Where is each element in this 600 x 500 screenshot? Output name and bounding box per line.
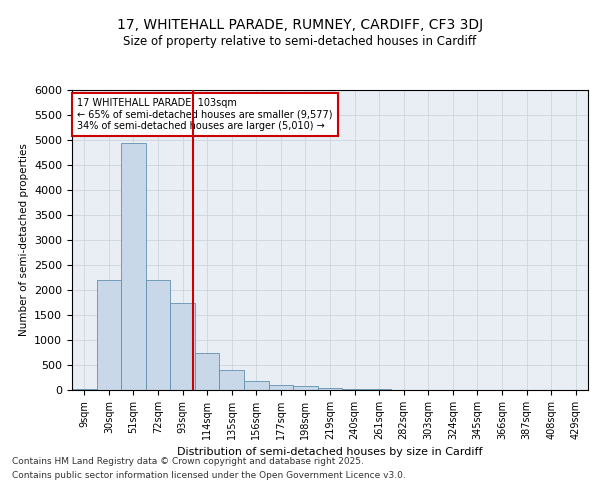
Bar — [244, 380, 269, 390]
Y-axis label: Number of semi-detached properties: Number of semi-detached properties — [19, 144, 29, 336]
Bar — [170, 302, 195, 390]
Text: Contains public sector information licensed under the Open Government Licence v3: Contains public sector information licen… — [12, 471, 406, 480]
Text: Size of property relative to semi-detached houses in Cardiff: Size of property relative to semi-detach… — [124, 35, 476, 48]
Bar — [72, 388, 97, 390]
Bar — [121, 142, 146, 390]
Bar — [342, 388, 367, 390]
Text: 17 WHITEHALL PARADE: 103sqm
← 65% of semi-detached houses are smaller (9,577)
34: 17 WHITEHALL PARADE: 103sqm ← 65% of sem… — [77, 98, 332, 130]
Bar — [220, 370, 244, 390]
X-axis label: Distribution of semi-detached houses by size in Cardiff: Distribution of semi-detached houses by … — [177, 448, 483, 458]
Text: Contains HM Land Registry data © Crown copyright and database right 2025.: Contains HM Land Registry data © Crown c… — [12, 458, 364, 466]
Bar — [146, 280, 170, 390]
Bar — [269, 385, 293, 390]
Text: 17, WHITEHALL PARADE, RUMNEY, CARDIFF, CF3 3DJ: 17, WHITEHALL PARADE, RUMNEY, CARDIFF, C… — [117, 18, 483, 32]
Bar — [293, 386, 318, 390]
Bar — [97, 280, 121, 390]
Bar — [367, 389, 391, 390]
Bar — [195, 352, 220, 390]
Bar — [318, 388, 342, 390]
